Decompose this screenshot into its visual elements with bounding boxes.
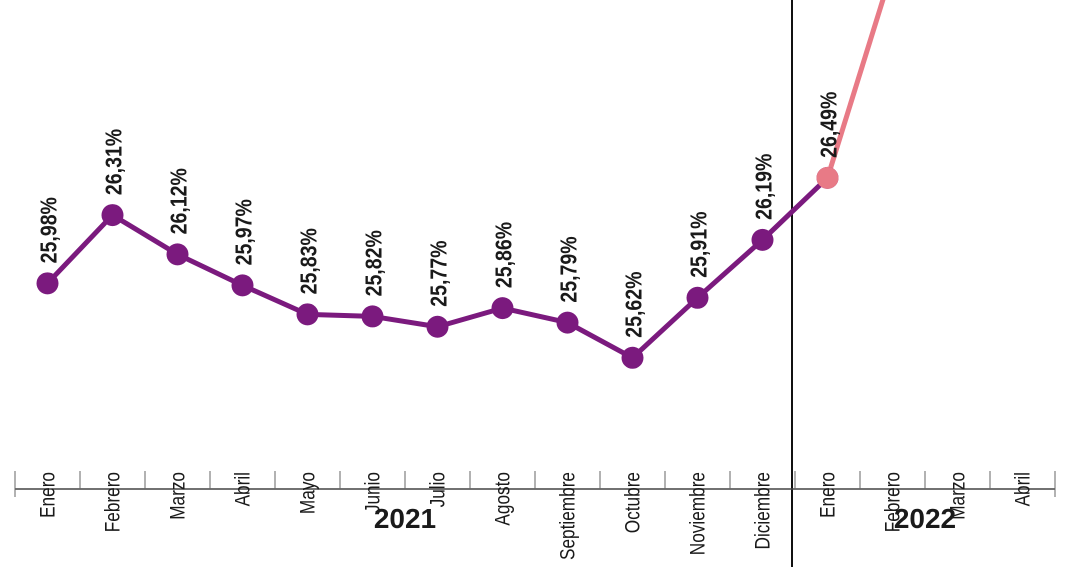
point <box>556 311 579 334</box>
value-label: 25,82% <box>361 230 387 296</box>
point <box>361 305 384 328</box>
value-label: 26,19% <box>751 154 777 220</box>
x-tick-label: Marzo <box>167 472 190 520</box>
value-label: 26,31% <box>101 129 127 195</box>
group-label: 2021 <box>374 503 436 534</box>
x-tick-label: Julio <box>427 472 450 507</box>
x-tick-label: Abril <box>232 472 255 506</box>
point <box>36 272 59 295</box>
value-label: 25,83% <box>296 228 322 294</box>
point <box>621 346 644 369</box>
x-tick-label: Mayo <box>297 472 320 514</box>
x-tick-label: Enero <box>817 472 840 518</box>
point <box>426 315 449 338</box>
point <box>166 243 189 266</box>
point <box>296 303 319 326</box>
point <box>491 297 514 320</box>
x-tick-label: Agosto <box>492 472 515 526</box>
value-label: 25,77% <box>426 240 452 306</box>
x-tick-label: Diciembre <box>752 472 775 549</box>
line <box>825 0 886 179</box>
x-tick-label: Febrero <box>882 472 905 532</box>
point <box>686 286 709 309</box>
value-label: 25,62% <box>621 271 647 337</box>
value-label: 25,79% <box>556 236 582 302</box>
value-label: 25,98% <box>36 197 62 263</box>
value-label: 25,97% <box>231 199 257 265</box>
value-label: 26,49% <box>816 92 842 158</box>
point <box>751 228 774 251</box>
point <box>231 274 254 297</box>
value-label: 25,86% <box>491 222 517 288</box>
x-tick-label: Enero <box>37 472 60 518</box>
x-tick-label: Septiembre <box>557 472 580 560</box>
point <box>101 204 124 227</box>
x-tick-label: Junio <box>362 472 385 513</box>
x-tick-label: Abril <box>1012 472 1035 506</box>
x-tick-label: Noviembre <box>687 472 710 555</box>
x-tick-label: Octubre <box>622 472 645 533</box>
x-tick-label: Marzo <box>947 472 970 520</box>
value-label: 26,12% <box>166 168 192 234</box>
value-label: 25,91% <box>686 212 712 278</box>
group-label: 2022 <box>894 503 956 534</box>
point <box>816 166 839 189</box>
x-tick-label: Febrero <box>102 472 125 532</box>
